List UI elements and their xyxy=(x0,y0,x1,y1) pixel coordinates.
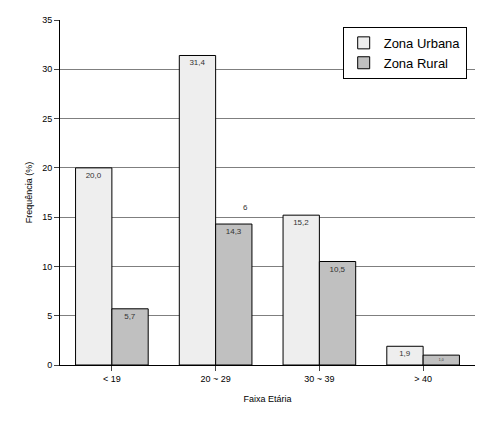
svg-text:35: 35 xyxy=(42,15,52,25)
svg-text:1,9: 1,9 xyxy=(399,349,411,358)
svg-text:0: 0 xyxy=(47,360,52,370)
svg-text:Zona Urbana: Zona Urbana xyxy=(384,36,461,51)
svg-text:Frequência (%): Frequência (%) xyxy=(24,162,34,224)
svg-text:6: 6 xyxy=(243,203,248,212)
svg-text:30: 30 xyxy=(42,64,52,74)
svg-text:20 ~ 29: 20 ~ 29 xyxy=(200,374,230,384)
svg-text:20,0: 20,0 xyxy=(86,171,102,180)
svg-text:5,7: 5,7 xyxy=(124,312,136,321)
svg-text:15,2: 15,2 xyxy=(293,218,309,227)
svg-text:< 19: < 19 xyxy=(103,374,121,384)
svg-text:15: 15 xyxy=(42,212,52,222)
svg-text:25: 25 xyxy=(42,114,52,124)
svg-text:5: 5 xyxy=(47,311,52,321)
svg-text:Faixa Etária: Faixa Etária xyxy=(243,394,291,404)
svg-text:> 40: > 40 xyxy=(414,374,432,384)
svg-text:Zona Rural: Zona Rural xyxy=(384,56,448,71)
svg-text:20: 20 xyxy=(42,163,52,173)
svg-text:31,4: 31,4 xyxy=(189,58,205,67)
svg-text:14,3: 14,3 xyxy=(226,227,242,236)
svg-text:1,0: 1,0 xyxy=(439,358,444,362)
svg-text:10: 10 xyxy=(42,262,52,272)
svg-text:10,5: 10,5 xyxy=(329,265,345,274)
svg-text:30 ~ 39: 30 ~ 39 xyxy=(304,374,334,384)
